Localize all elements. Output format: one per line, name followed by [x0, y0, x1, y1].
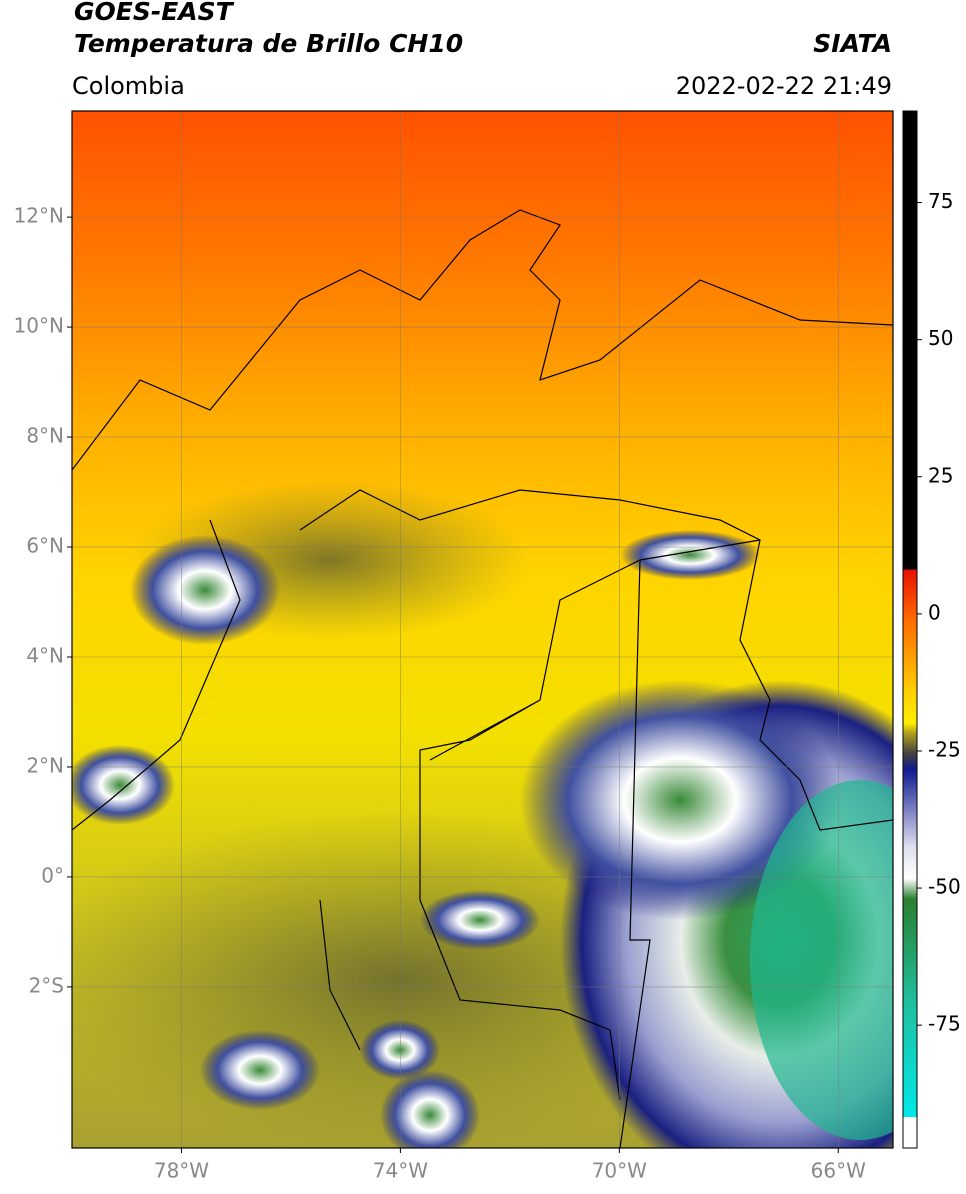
lat-tick-label: 2°S: [29, 973, 64, 997]
colorbar-tick-label: -50: [928, 875, 961, 899]
colorbar: [902, 110, 918, 1149]
lat-tick-label: 10°N: [14, 314, 64, 338]
datetime: 2022-02-22 21:49: [676, 72, 892, 100]
lat-tick-label: 4°N: [26, 643, 64, 667]
map-frame: [71, 110, 894, 1149]
source: SIATA: [813, 29, 892, 58]
lat-tick-label: 8°N: [26, 424, 64, 448]
colorbar-tick-label: 25: [928, 463, 953, 487]
lon-tick-label: 66°W: [811, 1159, 866, 1183]
lon-tick-label: 78°W: [154, 1159, 209, 1183]
colorbar-tick-label: 50: [928, 326, 953, 350]
colorbar-tick-label: 75: [928, 189, 953, 213]
satellite-image: [72, 111, 893, 1148]
colorbar-tick-label: -25: [928, 737, 961, 761]
lon-tick-label: 70°W: [592, 1159, 647, 1183]
subtitle: Temperatura de Brillo CH10: [74, 29, 463, 58]
lat-tick-label: 0°: [41, 863, 64, 887]
lat-tick-label: 12°N: [14, 204, 64, 228]
lat-tick-label: 6°N: [26, 534, 64, 558]
lat-tick-label: 2°N: [26, 753, 64, 777]
region: Colombia: [72, 72, 185, 100]
lon-tick-label: 74°W: [373, 1159, 428, 1183]
colorbar-tick-label: 0: [928, 600, 941, 624]
colorbar-tick-label: -75: [928, 1012, 961, 1036]
title: GOES-EAST: [74, 0, 235, 26]
